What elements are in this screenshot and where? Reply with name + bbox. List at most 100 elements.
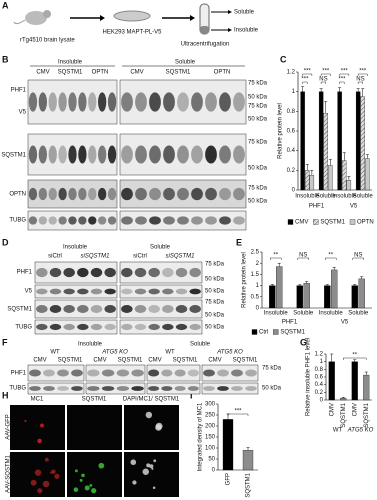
row-label: TUBG <box>9 386 26 392</box>
band <box>203 386 215 391</box>
band <box>36 305 48 313</box>
error-bar <box>364 371 368 376</box>
band <box>162 323 174 331</box>
band <box>77 305 89 313</box>
lane-label: CMV <box>93 358 106 364</box>
band <box>63 288 75 295</box>
bracket <box>339 81 345 84</box>
y-tick-label: 100 <box>205 446 216 452</box>
cell <box>98 462 105 469</box>
band <box>149 187 161 201</box>
y-tick-label: 150 <box>205 435 216 441</box>
legend-label: OPTN <box>357 220 374 226</box>
column-label: SQSTM1 <box>82 397 107 403</box>
group-label: PHF1 <box>282 320 298 326</box>
band <box>189 288 201 295</box>
x-tick-label: Insoluble <box>264 311 289 317</box>
error-bar <box>347 175 351 181</box>
legend-swatch <box>287 219 294 225</box>
error-bar <box>361 88 365 97</box>
band <box>104 305 116 313</box>
legend-label: SQSTM1 <box>320 220 345 226</box>
lane-label: SQSTM1 <box>173 358 198 364</box>
band <box>162 288 174 295</box>
group-label: WT <box>333 428 343 434</box>
band <box>191 216 203 225</box>
group-label: ATG5 KO <box>347 428 374 434</box>
blot <box>34 299 118 319</box>
fraction: Soluble <box>175 60 196 66</box>
micrograph <box>124 405 179 450</box>
band <box>149 216 161 225</box>
marker: 75 kDa <box>205 262 225 268</box>
band <box>191 187 203 201</box>
cell <box>89 483 93 487</box>
y-tick-label: 0.2 <box>287 168 296 174</box>
cell <box>42 480 50 488</box>
band <box>49 305 62 313</box>
group-label: V5 <box>350 204 358 210</box>
lane-label: siSQSTM1 <box>80 254 109 260</box>
error-bar <box>310 170 314 176</box>
panel-label: F <box>2 337 8 347</box>
legend-swatch <box>251 329 258 335</box>
band <box>219 216 231 225</box>
cell <box>91 488 97 494</box>
row-label: V5 <box>19 110 27 116</box>
marker: 75 kDa <box>248 81 268 87</box>
error-bar <box>270 284 274 286</box>
legend-swatch <box>349 219 356 225</box>
cell <box>146 463 151 468</box>
band <box>121 187 133 201</box>
error-bar <box>341 397 345 399</box>
genotype: ATG5 KO <box>216 350 243 356</box>
bar <box>360 96 365 191</box>
band <box>163 92 175 112</box>
cell <box>54 473 60 479</box>
marker: 75 kDa <box>248 104 268 110</box>
band <box>231 386 243 391</box>
band <box>36 267 48 278</box>
legend-label: SQSTM1 <box>280 330 305 336</box>
genotype: ATG5 KO <box>101 350 128 356</box>
band <box>148 267 160 278</box>
band <box>48 216 57 225</box>
band <box>175 323 188 331</box>
bar <box>346 180 352 191</box>
band <box>231 369 243 377</box>
band <box>162 267 174 278</box>
cell <box>74 469 78 473</box>
lane-label: siCtrl <box>133 254 147 260</box>
x-tick-label: Insoluble <box>295 194 320 200</box>
x-tick-label: SQSTM1 <box>246 472 252 497</box>
band <box>49 288 62 295</box>
cell <box>130 459 137 466</box>
row-label: TUBG <box>9 218 26 224</box>
bracket <box>343 357 367 360</box>
error-bar <box>360 276 364 279</box>
error-bar <box>305 281 309 284</box>
band <box>48 145 57 164</box>
band <box>174 369 186 377</box>
y-tick-label: 0.6 <box>287 129 296 135</box>
marker: 50 kDa <box>248 95 268 101</box>
band <box>68 145 77 164</box>
band <box>163 145 175 164</box>
band <box>205 145 217 164</box>
blot <box>146 382 201 395</box>
band <box>233 92 245 112</box>
band <box>104 267 116 278</box>
marker: 50 kDa <box>205 289 225 295</box>
panel-label: C <box>280 54 287 64</box>
marker: 50 kDa <box>205 313 225 319</box>
bar <box>351 285 358 309</box>
cell <box>37 438 42 444</box>
band <box>219 187 231 201</box>
band <box>98 187 107 201</box>
cell <box>49 471 53 474</box>
band <box>98 92 107 112</box>
band <box>36 288 48 295</box>
band <box>135 216 147 225</box>
y-axis-label: Relative protein level <box>278 103 284 159</box>
error-bar <box>332 266 336 270</box>
